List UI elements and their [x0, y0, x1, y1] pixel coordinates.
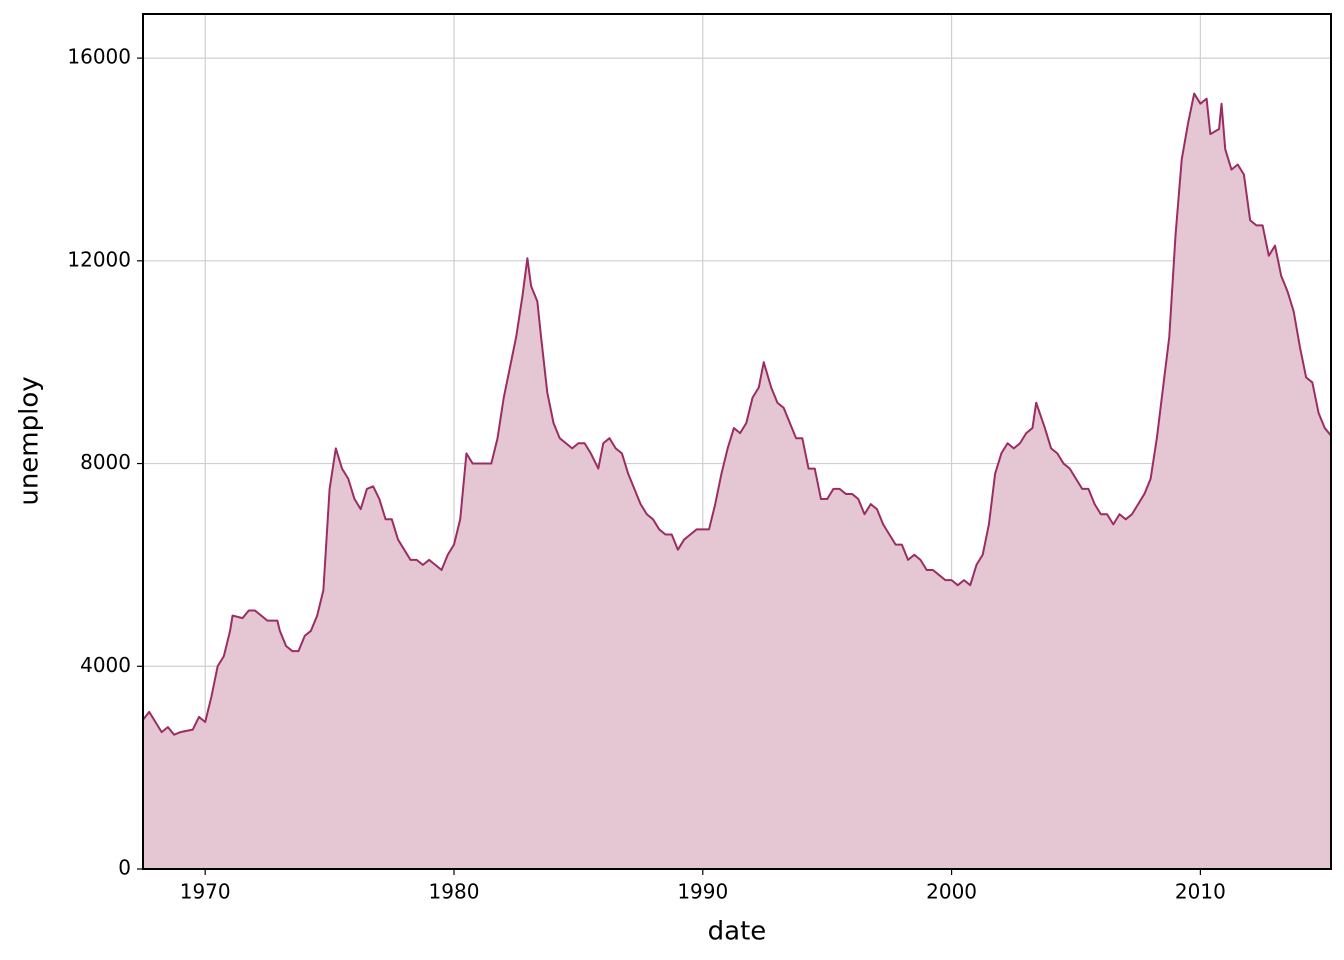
x-tick-label: 2000 [926, 880, 977, 904]
y-tick-label: 0 [118, 856, 131, 880]
x-tick-label: 1980 [429, 880, 480, 904]
line [142, 92, 1332, 736]
x-tick-label: 1990 [677, 880, 728, 904]
y-tick-label: 16000 [67, 45, 131, 69]
plot-border [142, 13, 1332, 870]
area [143, 93, 1331, 869]
y-tick-label: 12000 [67, 247, 131, 271]
x-tick-label: 1970 [180, 880, 231, 904]
y-tick-label: 8000 [80, 450, 131, 474]
y-axis-title: unemploy [15, 376, 45, 505]
y-tick-label: 4000 [80, 653, 131, 677]
x-axis-title: date [708, 917, 767, 947]
x-tick-label: 2010 [1175, 880, 1226, 904]
